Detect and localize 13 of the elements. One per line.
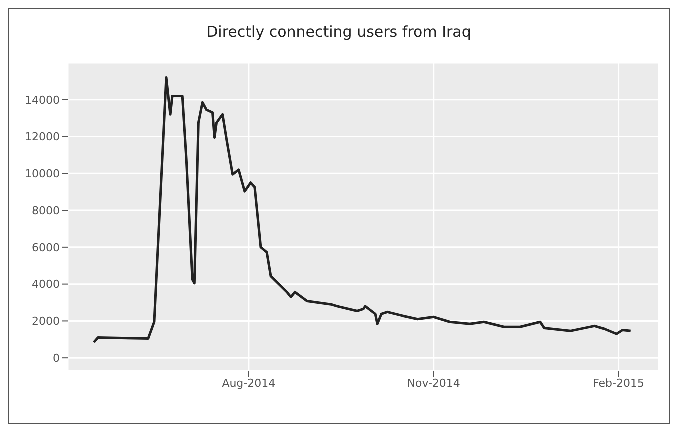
x-tick-label: Nov-2014 [407, 376, 460, 390]
y-tick-label: 10000 [25, 168, 60, 181]
y-tick-label: 8000 [32, 204, 60, 218]
chart-title: Directly connecting users from Iraq [206, 23, 472, 41]
y-tick-label: 2000 [32, 315, 60, 328]
line-series [92, 76, 632, 344]
y-tick-label: 12000 [25, 130, 60, 144]
y-tick-label: 6000 [32, 241, 60, 254]
y-tick-label: 14000 [25, 94, 60, 107]
y-tick-label: 0 [53, 352, 60, 365]
x-tick-label: Feb-2015 [593, 376, 645, 390]
y-tick-label: 4000 [32, 278, 60, 292]
x-tick-label: Aug-2014 [222, 376, 276, 390]
